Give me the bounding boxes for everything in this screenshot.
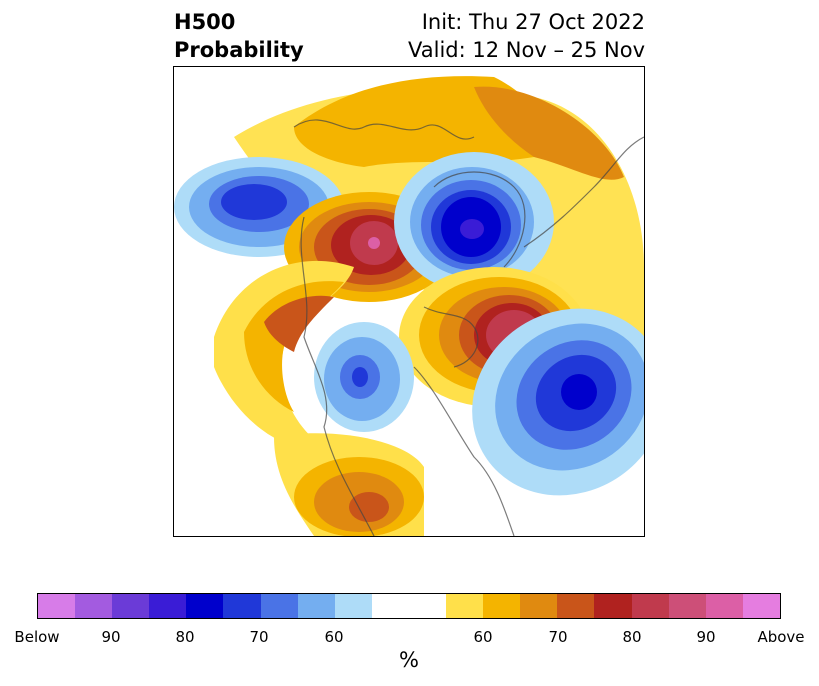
coastlines (293, 119, 644, 536)
probability-map-graphic (174, 67, 644, 536)
colorbar-tick-below-80: 80 (175, 628, 195, 646)
colorbar-segment (668, 594, 706, 618)
colorbar-segment (557, 594, 595, 618)
colorbar-segment (742, 594, 780, 618)
colorbar-segment (149, 594, 187, 618)
colorbar-segment (520, 594, 558, 618)
title-product: Probability (174, 38, 304, 62)
title-variable: H500 (174, 10, 236, 34)
colorbar-unit: % (399, 648, 419, 672)
colorbar-tick-above: Above (757, 628, 805, 646)
colorbar-tick-below-70: 70 (249, 628, 269, 646)
colorbar-segment (705, 594, 743, 618)
colorbar-segment (260, 594, 298, 618)
colorbar-tick-above-90: 90 (696, 628, 716, 646)
init-date: Init: Thu 27 Oct 2022 (421, 10, 645, 34)
colorbar-segment (38, 594, 76, 618)
colorbar-segment (297, 594, 335, 618)
colorbar-tick-below: Below (14, 628, 60, 646)
colorbar-segment (483, 594, 521, 618)
colorbar-segment (186, 594, 224, 618)
chart-title-right: Init: Thu 27 Oct 2022 Valid: 12 Nov – 25… (408, 8, 645, 64)
polar-map (173, 66, 645, 537)
colorbar-tick-above-60: 60 (473, 628, 493, 646)
colorbar-segment (446, 594, 484, 618)
anomaly-above-northeast (474, 86, 624, 180)
colorbar-tick-above-80: 80 (622, 628, 642, 646)
colorbar (37, 593, 781, 619)
valid-period: Valid: 12 Nov – 25 Nov (408, 38, 645, 62)
colorbar-segment (631, 594, 669, 618)
colorbar-segment (371, 594, 447, 618)
colorbar-segment (112, 594, 150, 618)
colorbar-tick-above-70: 70 (548, 628, 568, 646)
colorbar-tick-below-90: 90 (101, 628, 121, 646)
colorbar-segment (594, 594, 632, 618)
anomaly-above-pacific-arc (214, 260, 354, 449)
colorbar-tick-below-60: 60 (324, 628, 344, 646)
colorbar-segment (334, 594, 372, 618)
chart-title-left: H500 Probability (174, 8, 304, 64)
colorbar-segment (223, 594, 261, 618)
colorbar-segment (75, 594, 113, 618)
